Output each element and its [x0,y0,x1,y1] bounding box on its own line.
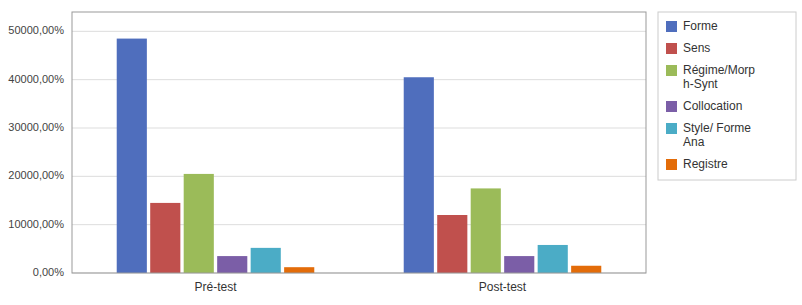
legend: Forme Sens Régime/Morph-Synt Collocation Sty… [658,12,796,180]
grid [72,31,646,273]
legend-swatch [666,65,677,76]
bar [404,77,434,273]
bar [437,215,467,273]
legend-label: Sens [683,41,710,55]
y-tick-label: 40000,00% [8,73,64,85]
chart: 0,00% 10000,00% 20000,00% 30000,00% 40000,00… [0,0,802,305]
x-tick-label: Post-test [479,280,527,294]
legend-label: Forme [683,19,718,33]
plot-frame [72,12,646,273]
bar [117,39,147,273]
y-tick-label: 20000,00% [8,169,64,181]
legend-label: Style/ FormeAna [683,121,751,149]
grid-line [72,79,646,80]
legend-swatch [666,21,677,32]
legend-swatch [666,101,677,112]
grid-line [72,31,646,32]
grid-line [72,128,646,129]
legend-box [658,12,796,180]
y-tick-label: 30000,00% [8,121,64,133]
bar [150,203,180,273]
legend-swatch [666,159,677,170]
bar [538,245,568,273]
bar [251,248,281,273]
bars [117,39,602,273]
grid-line [72,176,646,177]
legend-swatch [666,43,677,54]
y-tick-label: 0,00% [33,266,64,278]
bar [571,266,601,273]
bar [284,267,314,273]
legend-label: Collocation [683,99,742,113]
bar [184,174,214,273]
legend-swatch [666,123,677,134]
bar [471,188,501,273]
bar [504,256,534,273]
x-tick-label: Pré-test [194,280,237,294]
bar [217,256,247,273]
legend-label: Régime/Morph-Synt [683,63,755,91]
legend-label: Registre [683,157,728,171]
y-tick-label: 10000,00% [8,218,64,230]
y-tick-label: 50000,00% [8,24,64,36]
